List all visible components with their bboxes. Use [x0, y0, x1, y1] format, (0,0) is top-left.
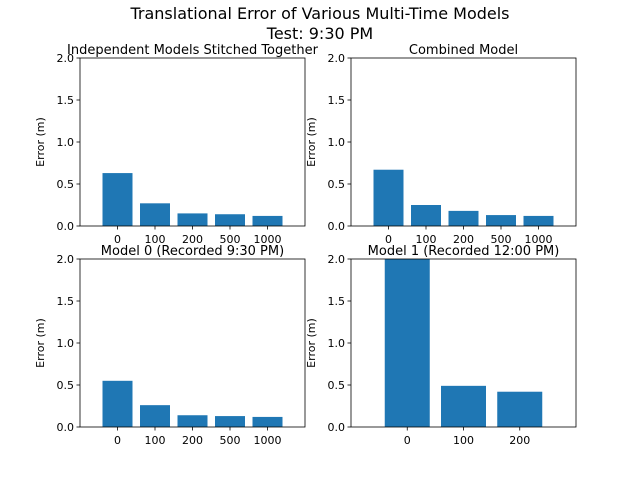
x-tick-label: 0 — [114, 233, 121, 246]
y-tick-label: 1.0 — [57, 136, 75, 149]
x-tick-label: 200 — [509, 434, 530, 447]
bar-0 — [102, 380, 133, 427]
x-tick-label: 500 — [491, 233, 512, 246]
bar-1000 — [523, 215, 554, 226]
bar-100 — [441, 385, 486, 427]
bar-100 — [140, 405, 170, 427]
chart-title: Combined Model — [409, 43, 518, 58]
x-tick-label: 1000 — [254, 233, 282, 246]
y-tick-label: 0.5 — [57, 379, 75, 392]
x-tick-label: 200 — [182, 434, 203, 447]
x-tick-label: 200 — [453, 233, 474, 246]
y-tick-label: 2.0 — [328, 52, 346, 65]
x-tick-label: 1000 — [525, 233, 553, 246]
x-tick-label: 100 — [145, 233, 166, 246]
y-tick-label: 0.0 — [57, 220, 75, 233]
y-tick-label: 2.0 — [57, 253, 75, 266]
bar-1000 — [252, 416, 283, 427]
chart-panel-1: 0.0 0.5 1.0 1.5 2.0 0 100 200 500 1000 Error (m) Co… — [305, 43, 577, 246]
chart-panel-0: 0.0 0.5 1.0 1.5 2.0 0 100 200 500 1000 Error (m) In… — [34, 43, 319, 246]
y-tick-label: 0.5 — [57, 178, 75, 191]
bar-0 — [384, 259, 430, 427]
y-axis-label: Error (m) — [34, 117, 47, 167]
y-tick-label: 1.5 — [328, 94, 346, 107]
x-tick-label: 100 — [416, 233, 437, 246]
chart-panel-2: 0.0 0.5 1.0 1.5 2.0 0 100 200 500 1000 Error (m) Mo… — [34, 244, 306, 447]
chart-title: Model 1 (Recorded 12:00 PM) — [368, 244, 560, 259]
figure-title: Translational Error of Various Multi-Tim… — [130, 4, 510, 23]
x-tick-label: 0 — [404, 434, 411, 447]
y-tick-label: 0.0 — [57, 421, 75, 434]
y-tick-label: 1.5 — [328, 295, 346, 308]
y-tick-label: 0.0 — [328, 421, 346, 434]
y-tick-label: 1.5 — [57, 94, 75, 107]
y-tick-label: 0.5 — [328, 178, 346, 191]
x-tick-label: 0 — [385, 233, 392, 246]
x-tick-label: 0 — [114, 434, 121, 447]
y-tick-label: 2.0 — [328, 253, 346, 266]
chart-title: Independent Models Stitched Together — [67, 43, 319, 58]
x-tick-label: 1000 — [254, 434, 282, 447]
y-tick-label: 1.0 — [328, 337, 346, 350]
x-tick-label: 100 — [145, 434, 166, 447]
y-tick-label: 1.5 — [57, 295, 75, 308]
y-tick-label: 2.0 — [57, 52, 75, 65]
chart-title: Model 0 (Recorded 9:30 PM) — [101, 244, 284, 259]
bar-1000 — [252, 215, 283, 226]
y-tick-label: 0.0 — [328, 220, 346, 233]
bar-500 — [215, 214, 245, 226]
figure-subtitle: Test: 9:30 PM — [266, 24, 374, 43]
x-tick-label: 200 — [182, 233, 203, 246]
chart-panel-3: 0.0 0.5 1.0 1.5 2.0 0 100 200 Error (m) Model 1 (… — [305, 244, 577, 447]
bar-500 — [215, 416, 245, 427]
x-tick-label: 100 — [453, 434, 474, 447]
y-axis-label: Error (m) — [34, 318, 47, 368]
y-tick-label: 1.0 — [57, 337, 75, 350]
bar-0 — [102, 173, 133, 226]
bar-200 — [177, 415, 208, 427]
bar-500 — [486, 215, 516, 226]
x-tick-label: 500 — [220, 434, 241, 447]
bar-200 — [177, 213, 208, 226]
y-axis-label: Error (m) — [305, 318, 318, 368]
y-tick-label: 1.0 — [328, 136, 346, 149]
bar-200 — [497, 391, 543, 427]
bar-100 — [140, 203, 170, 226]
y-axis-label: Error (m) — [305, 117, 318, 167]
bar-200 — [448, 210, 479, 226]
bar-0 — [373, 169, 404, 226]
x-tick-label: 500 — [220, 233, 241, 246]
bar-100 — [411, 205, 441, 226]
y-tick-label: 0.5 — [328, 379, 346, 392]
